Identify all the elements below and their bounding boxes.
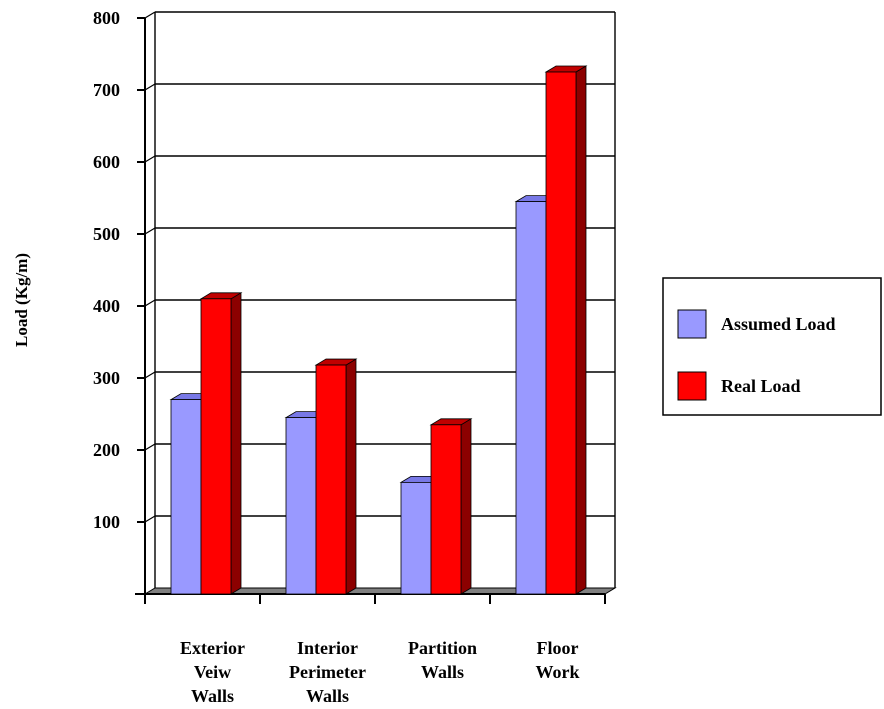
bars <box>169 65 588 595</box>
bar <box>429 418 473 595</box>
gridline-depth <box>144 443 156 451</box>
y-tick-label: 400 <box>93 296 120 316</box>
y-tick-label: 200 <box>93 440 120 460</box>
x-category-label: Partition Walls <box>408 638 477 682</box>
y-tick-label: 500 <box>93 224 120 244</box>
gridline-depth <box>144 299 156 307</box>
gridline-depth <box>144 83 156 91</box>
y-tick-label: 700 <box>93 80 120 100</box>
legend-label-assumed: Assumed Load <box>721 314 836 334</box>
bar-front <box>430 424 462 595</box>
bar-front <box>545 71 577 595</box>
bar <box>314 358 358 595</box>
gridline-depth <box>144 11 156 19</box>
x-category-label: Exterior Veiw Walls <box>180 638 245 706</box>
legend-swatch-real <box>677 371 707 401</box>
x-category-label: Floor Work <box>535 638 579 682</box>
gridline-depth <box>144 515 156 523</box>
y-tick-label: 100 <box>93 512 120 532</box>
gridline-depth <box>144 155 156 163</box>
bar-side <box>230 292 242 595</box>
bar-side <box>460 418 472 595</box>
y-tick-label: 800 <box>93 8 120 28</box>
x-category-labels: Exterior Veiw Walls Interior Perimeter Walls P… <box>180 638 579 706</box>
gridline-depth <box>144 227 156 235</box>
bar-front <box>400 481 432 595</box>
bar-front <box>285 417 317 595</box>
legend-item-real: Real Load <box>677 371 801 401</box>
legend: Assumed Load Real Load <box>662 277 882 416</box>
bar-front <box>315 364 347 595</box>
legend-swatch-assumed <box>677 309 707 339</box>
y-tick-label: 600 <box>93 152 120 172</box>
bar-side <box>345 358 357 595</box>
legend-item-assumed: Assumed Load <box>677 309 836 339</box>
bar <box>544 65 588 595</box>
gridline-depth <box>144 371 156 379</box>
bar-front <box>200 298 232 595</box>
y-axis-title: Load (Kg/m) <box>12 253 31 347</box>
legend-label-real: Real Load <box>721 376 801 396</box>
x-category-label: Interior Perimeter Walls <box>289 638 366 706</box>
bar <box>199 292 243 595</box>
bar-front <box>170 399 202 595</box>
y-tick-labels: 100 200 300 400 500 600 700 800 <box>93 8 120 532</box>
y-tick-label: 300 <box>93 368 120 388</box>
bar-front <box>515 201 547 595</box>
bar-side <box>575 65 587 595</box>
